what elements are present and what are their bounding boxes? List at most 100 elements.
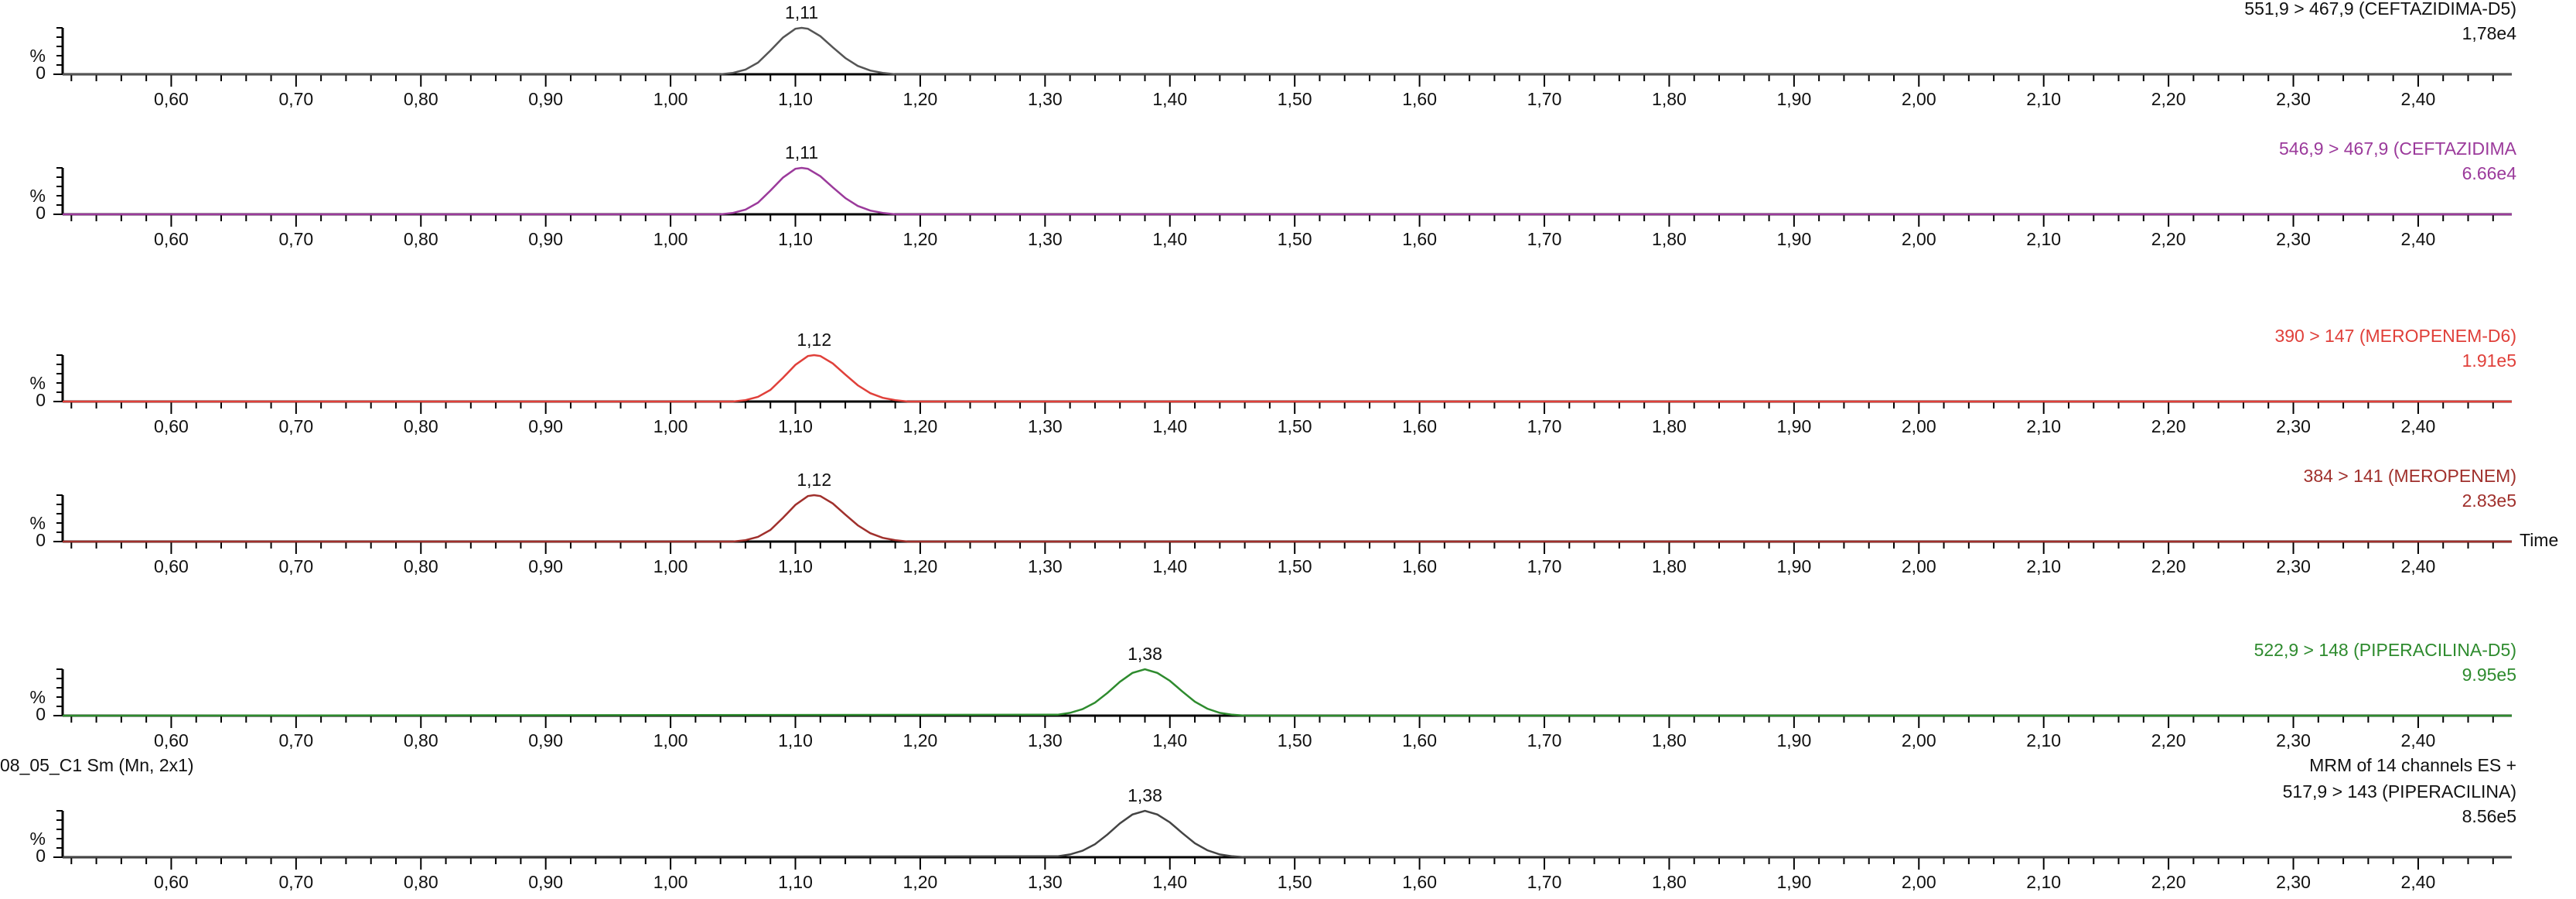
x-tick-label: 2,30 xyxy=(2276,89,2311,109)
x-tick-label: 1,30 xyxy=(1028,730,1063,750)
x-tick-label: 2,00 xyxy=(1902,872,1936,892)
x-tick-label: 1,00 xyxy=(653,416,688,436)
y-tick-label: 0 xyxy=(36,203,46,223)
x-tick-label: 1,70 xyxy=(1527,556,1562,576)
x-tick-label: 0,70 xyxy=(278,229,313,249)
x-tick-label: 1,70 xyxy=(1527,416,1562,436)
x-tick-label: 2,10 xyxy=(2026,556,2061,576)
x-tick-label: 2,20 xyxy=(2151,416,2186,436)
x-tick-label: 2,40 xyxy=(2401,229,2436,249)
x-tick-label: 1,50 xyxy=(1278,416,1312,436)
x-tick-label: 1,80 xyxy=(1652,416,1687,436)
x-tick-label: 1,20 xyxy=(903,872,938,892)
x-tick-label: 0,90 xyxy=(528,730,563,750)
x-tick-label: 1,70 xyxy=(1527,229,1562,249)
x-tick-label: 0,80 xyxy=(404,416,438,436)
trace-label: 517,9 > 143 (PIPERACILINA) xyxy=(2283,781,2516,802)
x-tick-label: 0,80 xyxy=(404,89,438,109)
peak-label: 1,12 xyxy=(797,470,831,490)
y-axis-label: % xyxy=(30,829,46,849)
x-tick-label: 2,00 xyxy=(1902,229,1936,249)
x-tick-label: 1,90 xyxy=(1776,730,1811,750)
x-tick-label: 0,70 xyxy=(278,872,313,892)
x-tick-label: 2,00 xyxy=(1902,89,1936,109)
x-tick-label: 2,10 xyxy=(2026,229,2061,249)
y-axis-label: % xyxy=(30,46,46,66)
trace xyxy=(63,26,2512,76)
y-tick-label: 0 xyxy=(36,704,46,724)
trace xyxy=(63,354,2512,403)
max-intensity: 1,78e4 xyxy=(2462,23,2517,43)
x-tick-label: 0,60 xyxy=(154,556,189,576)
x-tick-label: 1,50 xyxy=(1278,89,1312,109)
max-intensity: 2.83e5 xyxy=(2462,491,2516,511)
x-tick-label: 2,20 xyxy=(2151,556,2186,576)
x-tick-label: 1,60 xyxy=(1402,229,1437,249)
trace xyxy=(63,166,2512,216)
x-tick-label: 1,00 xyxy=(653,556,688,576)
header-right: MRM of 14 channels ES + xyxy=(2309,755,2516,775)
x-tick-label: 2,30 xyxy=(2276,556,2311,576)
x-tick-label: 1,90 xyxy=(1776,229,1811,249)
x-tick-label: 1,60 xyxy=(1402,556,1437,576)
y-tick-label: 0 xyxy=(36,63,46,83)
peak-label: 1,12 xyxy=(797,330,831,350)
x-tick-label: 1,40 xyxy=(1152,416,1187,436)
x-tick-label: 1,90 xyxy=(1776,872,1811,892)
x-tick-label: 2,10 xyxy=(2026,89,2061,109)
x-tick-label: 0,60 xyxy=(154,229,189,249)
x-tick-label: 2,30 xyxy=(2276,416,2311,436)
x-tick-label: 1,50 xyxy=(1278,872,1312,892)
x-tick-label: 0,90 xyxy=(528,556,563,576)
x-tick-label: 0,70 xyxy=(278,730,313,750)
x-tick-label: 0,70 xyxy=(278,416,313,436)
x-tick-label: 1,00 xyxy=(653,89,688,109)
x-tick-label: 1,70 xyxy=(1527,730,1562,750)
x-tick-label: 1,00 xyxy=(653,730,688,750)
x-tick-label: 1,80 xyxy=(1652,872,1687,892)
x-tick-label: 1,60 xyxy=(1402,872,1437,892)
x-tick-label: 1,90 xyxy=(1776,89,1811,109)
x-tick-label: 1,50 xyxy=(1278,229,1312,249)
x-tick-label: 1,40 xyxy=(1152,556,1187,576)
x-tick-label: 2,40 xyxy=(2401,416,2436,436)
x-tick-label: 0,60 xyxy=(154,416,189,436)
x-tick-label: 2,40 xyxy=(2401,556,2436,576)
x-tick-label: 1,40 xyxy=(1152,872,1187,892)
y-axis-label: % xyxy=(30,373,46,393)
x-tick-label: 0,70 xyxy=(278,556,313,576)
header-left: 08_05_C1 Sm (Mn, 2x1) xyxy=(0,755,194,775)
x-tick-label: 0,90 xyxy=(528,416,563,436)
x-tick-label: 0,90 xyxy=(528,89,563,109)
x-tick-label: 1,80 xyxy=(1652,556,1687,576)
trace-label: 546,9 > 467,9 (CEFTAZIDIMA xyxy=(2279,138,2517,159)
x-tick-label: 1,70 xyxy=(1527,89,1562,109)
x-tick-label: 1,40 xyxy=(1152,229,1187,249)
trace xyxy=(62,809,2512,859)
x-tick-label: 0,60 xyxy=(154,872,189,892)
x-tick-label: 1,50 xyxy=(1278,730,1312,750)
y-tick-label: 0 xyxy=(36,530,46,550)
x-tick-label: 1,30 xyxy=(1028,556,1063,576)
x-tick-label: 1,00 xyxy=(653,229,688,249)
x-tick-label: 1,10 xyxy=(778,872,813,892)
peak-label: 1,11 xyxy=(785,142,818,162)
x-tick-label: 1,30 xyxy=(1028,872,1063,892)
x-tick-label: 1,10 xyxy=(778,89,813,109)
x-tick-label: 2,20 xyxy=(2151,229,2186,249)
x-tick-label: 1,20 xyxy=(903,229,938,249)
x-tick-label: 0,90 xyxy=(528,872,563,892)
y-tick-label: 0 xyxy=(36,846,46,866)
x-axis-label: Time xyxy=(2520,530,2558,550)
peak-label: 1,11 xyxy=(785,2,818,22)
trace xyxy=(63,494,2512,543)
y-axis-label: % xyxy=(30,186,46,206)
x-tick-label: 1,80 xyxy=(1652,89,1687,109)
x-tick-label: 1,00 xyxy=(653,872,688,892)
x-tick-label: 1,90 xyxy=(1776,556,1811,576)
y-axis-label: % xyxy=(30,513,46,533)
x-tick-label: 1,90 xyxy=(1776,416,1811,436)
x-tick-label: 1,70 xyxy=(1527,872,1562,892)
x-tick-label: 2,10 xyxy=(2026,730,2061,750)
x-tick-label: 2,00 xyxy=(1902,730,1936,750)
